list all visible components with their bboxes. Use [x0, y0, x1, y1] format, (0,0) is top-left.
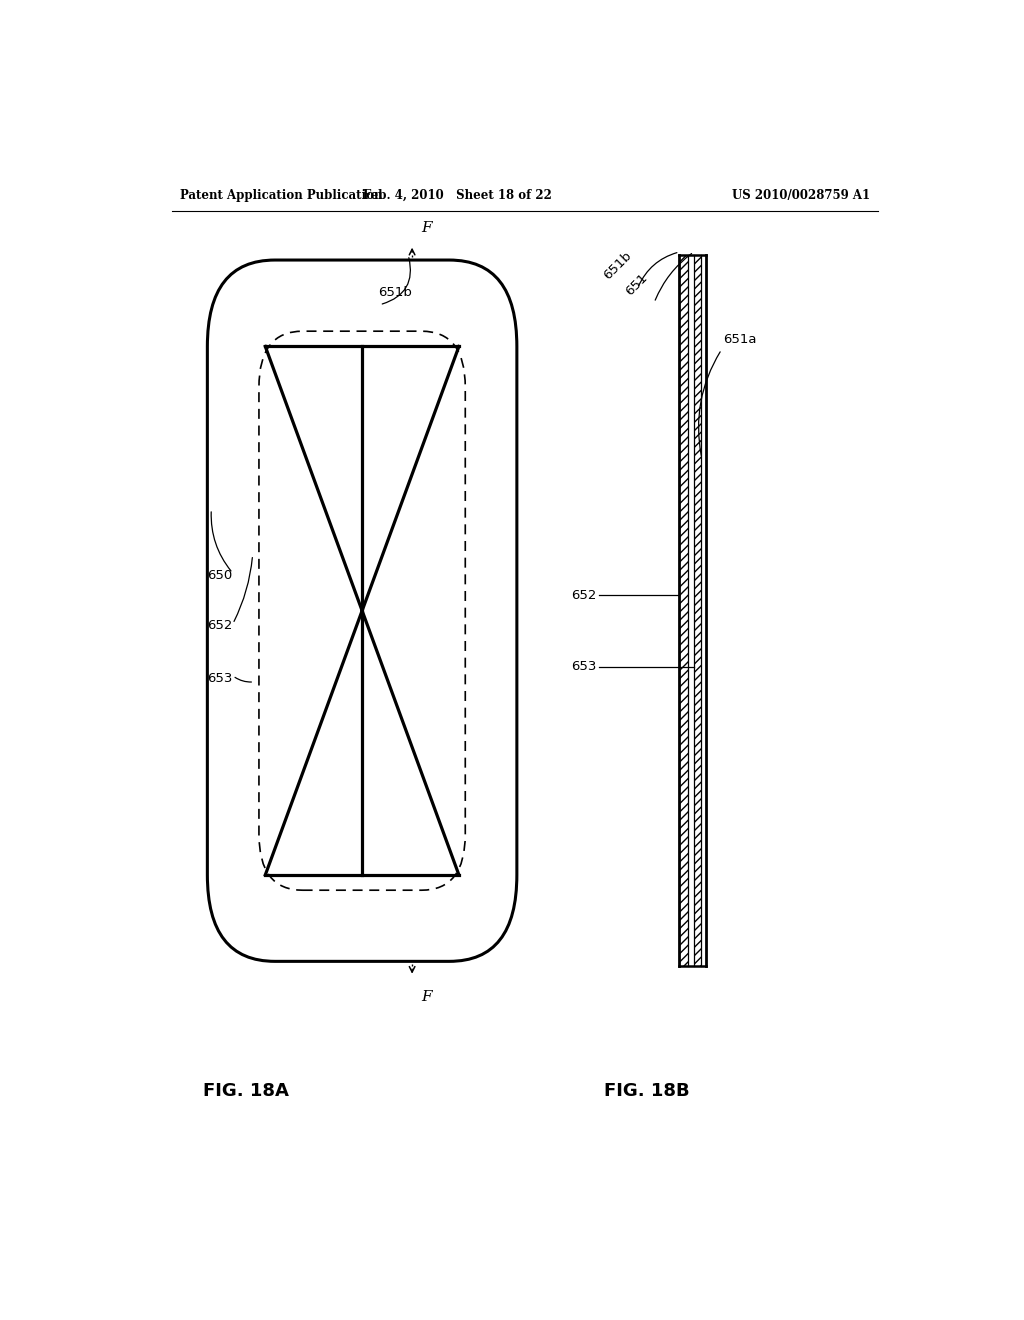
Bar: [694, 255, 701, 966]
Text: FIG. 18A: FIG. 18A: [204, 1082, 289, 1101]
Text: F: F: [422, 990, 432, 1005]
Text: 652: 652: [207, 619, 232, 632]
Text: F: F: [422, 220, 432, 235]
Bar: [701, 255, 706, 966]
Text: 653: 653: [207, 672, 232, 685]
Text: Feb. 4, 2010   Sheet 18 of 22: Feb. 4, 2010 Sheet 18 of 22: [362, 189, 552, 202]
Bar: [688, 255, 694, 966]
Text: 651b: 651b: [601, 249, 634, 282]
Text: 651: 651: [623, 271, 650, 297]
Text: 651a: 651a: [723, 333, 757, 346]
Text: 651b: 651b: [378, 286, 412, 300]
Text: 650: 650: [207, 569, 232, 582]
Text: US 2010/0028759 A1: US 2010/0028759 A1: [732, 189, 870, 202]
Text: 653: 653: [570, 660, 596, 673]
Text: 652: 652: [570, 589, 596, 602]
Text: FIG. 18B: FIG. 18B: [604, 1082, 690, 1101]
Text: Patent Application Publication: Patent Application Publication: [179, 189, 382, 202]
Bar: [679, 255, 688, 966]
